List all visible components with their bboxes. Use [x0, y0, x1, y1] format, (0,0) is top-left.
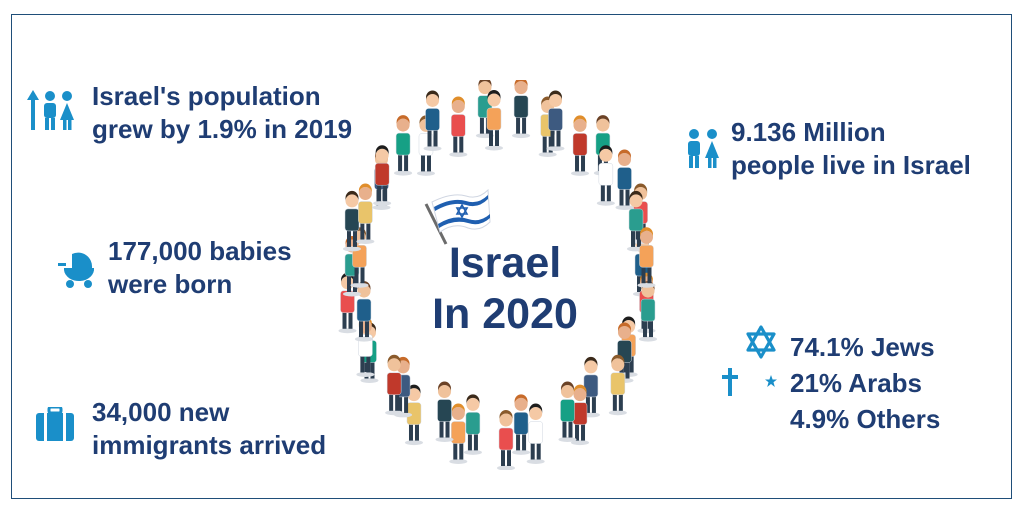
baby-stroller-icon — [58, 252, 95, 288]
crowd-person — [485, 90, 503, 151]
crowd-person — [571, 115, 590, 176]
population-growth-stat: Israel's population grew by 1.9% in 2019 — [92, 80, 352, 146]
crowd-person — [497, 410, 515, 470]
crowd-person — [512, 394, 531, 455]
others-share: 4.9% Others — [790, 404, 941, 434]
crowd-person — [435, 381, 454, 443]
people-icon — [688, 129, 719, 168]
crowd-person — [627, 190, 646, 252]
population-line2: people live in Israel — [731, 150, 971, 180]
crowd-circle-illustration — [338, 80, 658, 470]
crowd-person — [608, 354, 627, 416]
suitcase-icon — [36, 407, 74, 441]
star-of-david-icon — [746, 325, 776, 359]
crowd-person — [449, 403, 468, 465]
population-stat: 9.136 Million people live in Israel — [731, 116, 971, 182]
crowd-person — [394, 115, 413, 176]
population-line1: 9.136 Million — [731, 117, 886, 147]
crowd-person — [356, 183, 375, 245]
center-title-line1: Israel — [448, 239, 562, 287]
population-growth-icon — [27, 90, 74, 130]
crowd-person — [637, 227, 656, 288]
center-title: Israel In 2020 — [395, 238, 615, 340]
immigrants-stat: 34,000 new immigrants arrived — [92, 396, 326, 462]
crowd-person — [385, 354, 404, 416]
arabs-share: 21% Arabs — [790, 368, 922, 398]
babies-stat: 177,000 babies were born — [108, 235, 292, 301]
crowd-person — [571, 384, 590, 446]
crowd-person — [526, 403, 545, 465]
population-growth-line1: Israel's population — [92, 81, 321, 111]
immigrants-line1: 34,000 new — [92, 397, 230, 427]
religion-stat: 74.1% Jews 21% Arabs 4.9% Others — [790, 329, 940, 437]
cross-icon — [722, 368, 738, 396]
crowd-person — [558, 381, 577, 443]
crowd-person — [373, 145, 392, 206]
jews-share: 74.1% Jews — [790, 332, 935, 362]
crowd-person — [512, 80, 531, 139]
center-title-line2: In 2020 — [432, 290, 578, 338]
crowd-person — [546, 90, 565, 151]
crowd-person — [449, 96, 468, 157]
babies-line2: were born — [108, 269, 233, 299]
infographic-frame — [11, 14, 1012, 499]
crowd-person — [596, 145, 615, 206]
immigrants-line2: immigrants arrived — [92, 430, 327, 460]
israel-flag-icon — [424, 188, 491, 245]
crescent-star-icon — [749, 368, 777, 396]
crowd-person — [342, 190, 361, 252]
crowd-person — [463, 394, 482, 455]
babies-line1: 177,000 babies — [108, 236, 292, 266]
crowd-person — [615, 149, 634, 210]
crowd-person — [423, 90, 442, 151]
crowd-person — [404, 384, 423, 446]
population-growth-line2: grew by 1.9% in 2019 — [92, 114, 353, 144]
